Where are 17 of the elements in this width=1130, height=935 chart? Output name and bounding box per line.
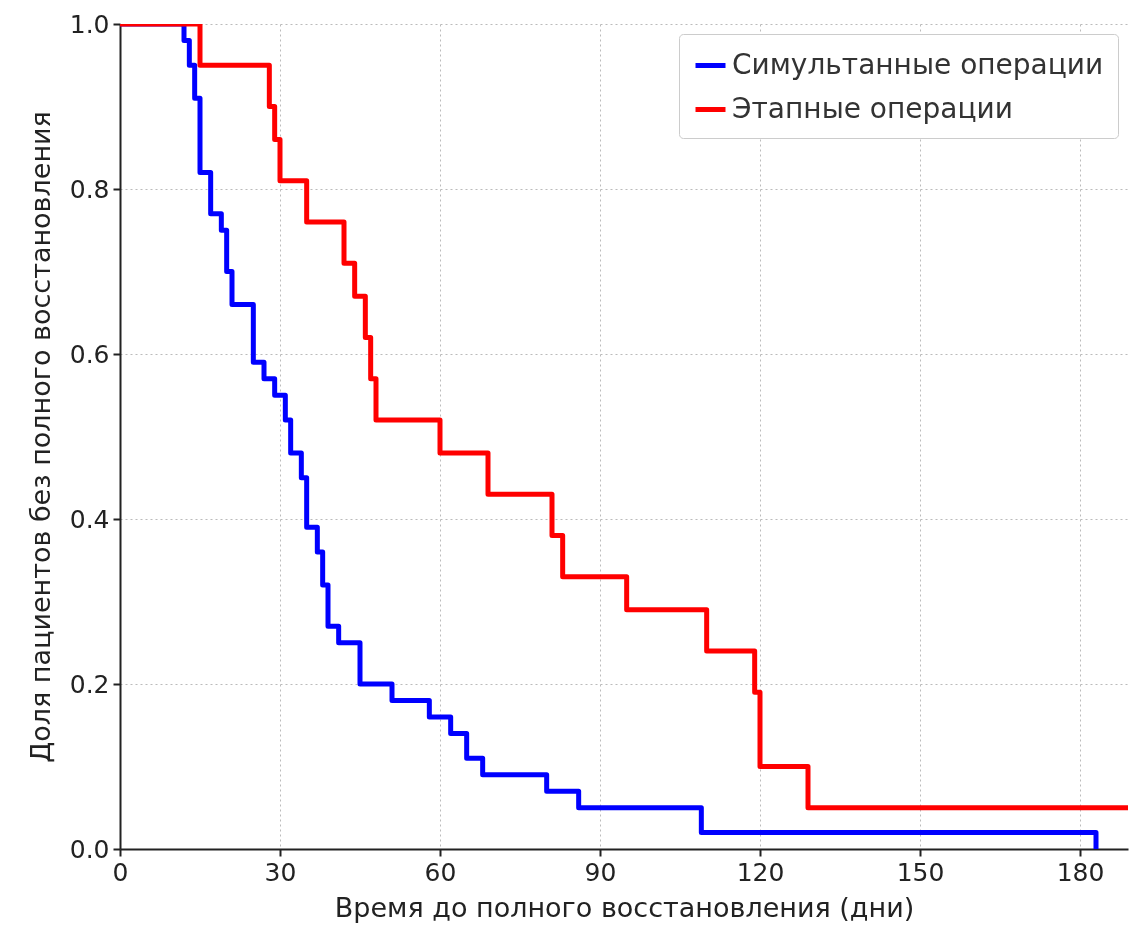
x-axis-title: Время до полного восстановления (дни) xyxy=(334,891,915,923)
y-tick-label: 0.8 xyxy=(69,174,110,204)
x-tick-label: 150 xyxy=(896,857,945,887)
x-tick-label: 90 xyxy=(584,857,617,887)
y-tick-label: 0.0 xyxy=(69,834,110,864)
y-tick-label: 1.0 xyxy=(69,9,110,39)
x-tick-label: 120 xyxy=(736,857,785,887)
legend-label: Этапные операции xyxy=(732,91,1013,125)
x-tick-label: 60 xyxy=(424,857,457,887)
x-tick-label: 0 xyxy=(112,857,129,887)
y-tick-label: 0.2 xyxy=(69,669,110,699)
y-axis-title: Доля пациентов без полного восстановления xyxy=(24,111,56,763)
y-tick-label: 0.6 xyxy=(69,339,110,369)
x-tick-label: 30 xyxy=(264,857,297,887)
y-tick-label: 0.4 xyxy=(69,504,110,534)
x-tick-label: 180 xyxy=(1056,857,1105,887)
legend-label: Симультанные операции xyxy=(732,47,1104,81)
